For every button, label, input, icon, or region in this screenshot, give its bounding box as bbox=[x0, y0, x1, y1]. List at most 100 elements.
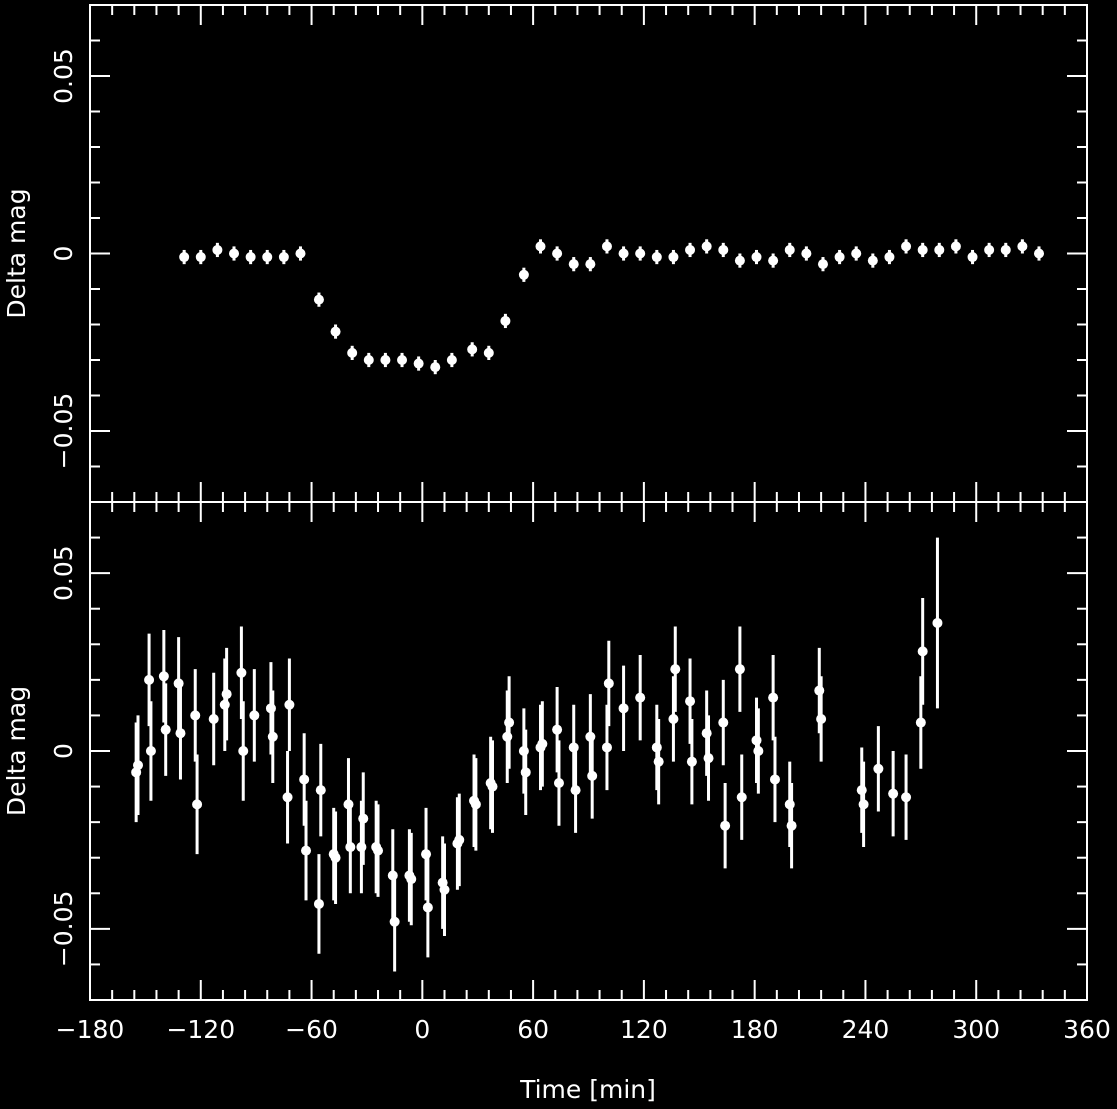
bottom-data-point bbox=[720, 820, 731, 831]
bottom-x-tick-label: 60 bbox=[517, 1015, 549, 1044]
bottom-data-point bbox=[786, 820, 797, 831]
bottom-data-point bbox=[454, 834, 465, 845]
top-y-tick-label: 0 bbox=[49, 246, 78, 262]
bottom-x-tick-label: −120 bbox=[166, 1015, 235, 1044]
top-data-point bbox=[430, 362, 441, 373]
top-data-point bbox=[568, 259, 579, 270]
bottom-data-point bbox=[703, 753, 714, 764]
bottom-data-point bbox=[470, 799, 481, 810]
bottom-data-point bbox=[190, 710, 201, 721]
bottom-data-point bbox=[734, 664, 745, 675]
bottom-data-point bbox=[814, 685, 825, 696]
top-data-point bbox=[1033, 248, 1044, 259]
top-data-point bbox=[552, 248, 563, 259]
bottom-data-point bbox=[769, 774, 780, 785]
bottom-data-point bbox=[873, 763, 884, 774]
bottom-data-point bbox=[858, 799, 869, 810]
bottom-data-point bbox=[917, 646, 928, 657]
top-y-axis-title: Delta mag bbox=[2, 188, 31, 318]
bottom-data-point bbox=[421, 849, 432, 860]
top-data-point bbox=[668, 252, 679, 263]
top-data-point bbox=[751, 252, 762, 263]
bottom-data-point bbox=[736, 792, 747, 803]
top-data-point bbox=[618, 248, 629, 259]
bottom-data-point bbox=[267, 731, 278, 742]
bottom-data-point bbox=[618, 703, 629, 714]
bottom-data-point bbox=[670, 664, 681, 675]
bottom-data-point bbox=[145, 746, 156, 756]
top-data-point bbox=[801, 248, 812, 259]
top-data-point bbox=[467, 344, 478, 355]
bottom-data-point bbox=[356, 842, 367, 853]
top-data-point bbox=[867, 255, 878, 266]
top-data-point bbox=[500, 315, 511, 326]
bottom-data-point bbox=[133, 760, 144, 771]
bottom-data-point bbox=[686, 756, 697, 767]
top-data-point bbox=[245, 252, 256, 263]
bottom-x-tick-label: −180 bbox=[56, 1015, 125, 1044]
top-data-point bbox=[817, 259, 828, 270]
bottom-data-point bbox=[373, 845, 384, 856]
top-data-point bbox=[278, 252, 289, 263]
bottom-data-point bbox=[299, 774, 310, 785]
bottom-data-point bbox=[651, 742, 662, 753]
bottom-data-point bbox=[158, 671, 169, 682]
top-data-point bbox=[262, 252, 273, 263]
bottom-data-point bbox=[570, 785, 581, 796]
top-data-point bbox=[601, 241, 612, 252]
bottom-x-tick-label: 120 bbox=[620, 1015, 668, 1044]
bottom-data-point bbox=[603, 678, 614, 689]
bottom-data-point bbox=[389, 916, 400, 927]
bottom-x-tick-label: −60 bbox=[285, 1015, 338, 1044]
bottom-data-point bbox=[653, 756, 664, 767]
x-axis-title: Time [min] bbox=[519, 1075, 656, 1104]
top-panel: −0.05 0 0.05 Delta mag bbox=[2, 4, 1088, 503]
bottom-data-point bbox=[221, 689, 232, 700]
top-data-point bbox=[397, 355, 408, 365]
bottom-data-point bbox=[504, 717, 515, 728]
top-data-point bbox=[1017, 241, 1028, 252]
top-data-point bbox=[984, 244, 995, 255]
top-data-point bbox=[950, 241, 961, 252]
bottom-y-tick-label: 0 bbox=[49, 743, 78, 759]
top-data-point bbox=[585, 259, 596, 270]
top-data-point bbox=[734, 255, 745, 266]
bottom-x-tick-label: 360 bbox=[1063, 1015, 1111, 1044]
bottom-data-point bbox=[552, 724, 563, 735]
top-data-point bbox=[784, 244, 795, 255]
bottom-x-tick-label: 240 bbox=[842, 1015, 890, 1044]
bottom-panel: −0.05 0 0.05 Delta mag −180 −120 −60 0 60 120 180 2… bbox=[2, 501, 1111, 1044]
top-data-point bbox=[483, 347, 494, 358]
top-data-point bbox=[446, 355, 457, 365]
bottom-y-tick-label: −0.05 bbox=[49, 891, 78, 968]
bottom-data-point bbox=[685, 696, 696, 707]
bottom-data-point bbox=[192, 799, 203, 810]
top-data-point bbox=[179, 252, 190, 263]
bottom-data-point bbox=[518, 746, 529, 756]
bottom-x-tick-label: 0 bbox=[414, 1015, 430, 1044]
top-data-point bbox=[295, 248, 306, 259]
top-data-point bbox=[768, 255, 779, 266]
top-y-tick-label: −0.05 bbox=[49, 393, 78, 470]
bottom-data-point bbox=[537, 738, 548, 749]
bottom-data-point bbox=[668, 713, 679, 724]
top-data-point bbox=[718, 244, 729, 255]
top-data-point bbox=[380, 355, 391, 365]
bottom-data-point bbox=[313, 898, 324, 909]
bottom-y-tick-label: 0.05 bbox=[49, 545, 78, 601]
bottom-y-axis-title: Delta mag bbox=[2, 686, 31, 816]
top-data-point bbox=[313, 294, 324, 305]
bottom-data-point bbox=[236, 667, 247, 678]
bottom-data-point bbox=[568, 742, 579, 753]
bottom-data-point bbox=[238, 746, 249, 756]
bottom-data-point bbox=[585, 731, 596, 742]
bottom-data-point bbox=[422, 902, 433, 913]
top-data-point bbox=[685, 244, 696, 255]
bottom-data-point bbox=[487, 781, 498, 792]
bottom-data-point bbox=[502, 731, 513, 742]
bottom-data-point bbox=[701, 728, 712, 739]
top-data-point bbox=[884, 252, 895, 263]
bottom-data-point bbox=[856, 785, 867, 796]
bottom-data-point bbox=[587, 770, 598, 781]
bottom-data-point bbox=[888, 788, 899, 799]
